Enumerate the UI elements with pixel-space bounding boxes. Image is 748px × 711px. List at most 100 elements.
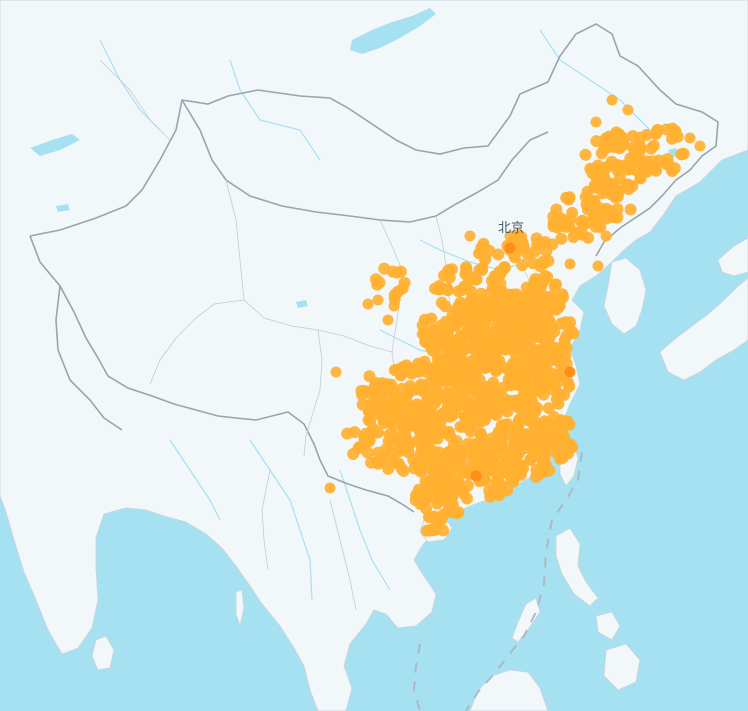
data-point[interactable] [543,464,556,477]
data-point[interactable] [476,460,489,473]
data-point[interactable] [524,453,537,466]
data-point[interactable] [453,342,466,355]
data-point[interactable] [347,448,360,460]
data-point[interactable] [407,453,420,466]
data-point[interactable] [611,211,624,224]
data-point[interactable] [555,232,568,245]
data-point[interactable] [432,493,445,506]
data-point[interactable] [387,453,400,466]
data-point[interactable] [372,446,385,459]
data-point[interactable] [362,298,374,310]
data-point[interactable] [377,417,390,429]
data-point[interactable] [527,364,540,377]
data-point[interactable] [535,430,548,443]
data-point[interactable] [440,361,453,374]
data-point[interactable] [415,384,428,397]
data-point[interactable] [470,365,483,378]
data-point[interactable] [522,292,535,305]
data-point[interactable] [538,257,551,270]
data-point[interactable] [422,421,435,434]
data-point[interactable] [626,130,639,143]
data-point[interactable] [591,207,604,220]
data-point[interactable] [553,446,566,459]
data-point[interactable] [622,183,635,195]
data-point[interactable] [499,459,512,472]
data-point[interactable] [647,139,660,152]
data-point[interactable] [450,435,463,448]
data-point[interactable] [460,280,473,293]
data-point[interactable] [671,130,684,143]
data-point[interactable] [529,245,541,258]
data-point[interactable] [439,300,452,313]
data-point[interactable] [540,245,553,258]
hotspot-point[interactable] [504,242,516,254]
data-point[interactable] [560,319,573,332]
data-point[interactable] [504,322,517,335]
data-point[interactable] [538,321,551,334]
data-point[interactable] [463,421,476,434]
data-point[interactable] [611,159,624,172]
data-point[interactable] [694,140,706,152]
data-point[interactable] [358,384,371,397]
data-point[interactable] [446,453,459,466]
data-point[interactable] [490,409,503,421]
data-point[interactable] [478,338,491,351]
data-point[interactable] [549,341,562,354]
data-point[interactable] [388,410,401,423]
data-point[interactable] [442,325,455,337]
data-point[interactable] [430,393,443,406]
data-point[interactable] [575,215,588,228]
hotspot-point[interactable] [564,366,576,378]
data-point[interactable] [604,177,616,190]
data-point[interactable] [538,449,551,462]
data-point[interactable] [515,230,528,243]
hotspot-point[interactable] [470,470,482,482]
data-point[interactable] [677,147,690,160]
data-point[interactable] [363,405,376,418]
data-point[interactable] [440,315,452,328]
data-point[interactable] [496,314,508,327]
data-point[interactable] [513,447,525,460]
data-point[interactable] [454,420,467,433]
data-point[interactable] [467,317,480,330]
data-point[interactable] [509,394,522,407]
data-point[interactable] [509,336,522,349]
data-point[interactable] [487,376,500,389]
data-point[interactable] [468,341,481,354]
data-point[interactable] [550,420,563,433]
data-point[interactable] [390,266,403,279]
data-point[interactable] [486,353,499,366]
data-point[interactable] [545,290,558,303]
data-point[interactable] [542,402,555,415]
data-point[interactable] [380,400,393,413]
data-point[interactable] [464,230,476,242]
data-point[interactable] [532,350,545,363]
data-point[interactable] [455,372,468,385]
data-point[interactable] [358,431,371,444]
data-point[interactable] [527,401,540,414]
data-point[interactable] [639,160,652,173]
data-point[interactable] [601,141,613,154]
data-point[interactable] [483,484,496,497]
data-point[interactable] [424,362,436,374]
data-point[interactable] [481,298,493,311]
data-point[interactable] [569,226,582,239]
data-point[interactable] [443,464,456,477]
data-point[interactable] [419,335,432,348]
data-point[interactable] [520,281,533,294]
data-point[interactable] [594,221,607,233]
data-point[interactable] [640,128,653,141]
data-point[interactable] [509,356,522,369]
data-point[interactable] [419,398,432,411]
data-point[interactable] [649,127,662,140]
data-point[interactable] [449,397,461,410]
data-point[interactable] [498,399,510,412]
data-point[interactable] [603,130,616,143]
data-point[interactable] [441,282,454,295]
data-point[interactable] [373,276,386,289]
data-point[interactable] [479,253,492,266]
data-point[interactable] [458,328,471,341]
data-point[interactable] [548,280,561,292]
data-point[interactable] [504,230,516,242]
